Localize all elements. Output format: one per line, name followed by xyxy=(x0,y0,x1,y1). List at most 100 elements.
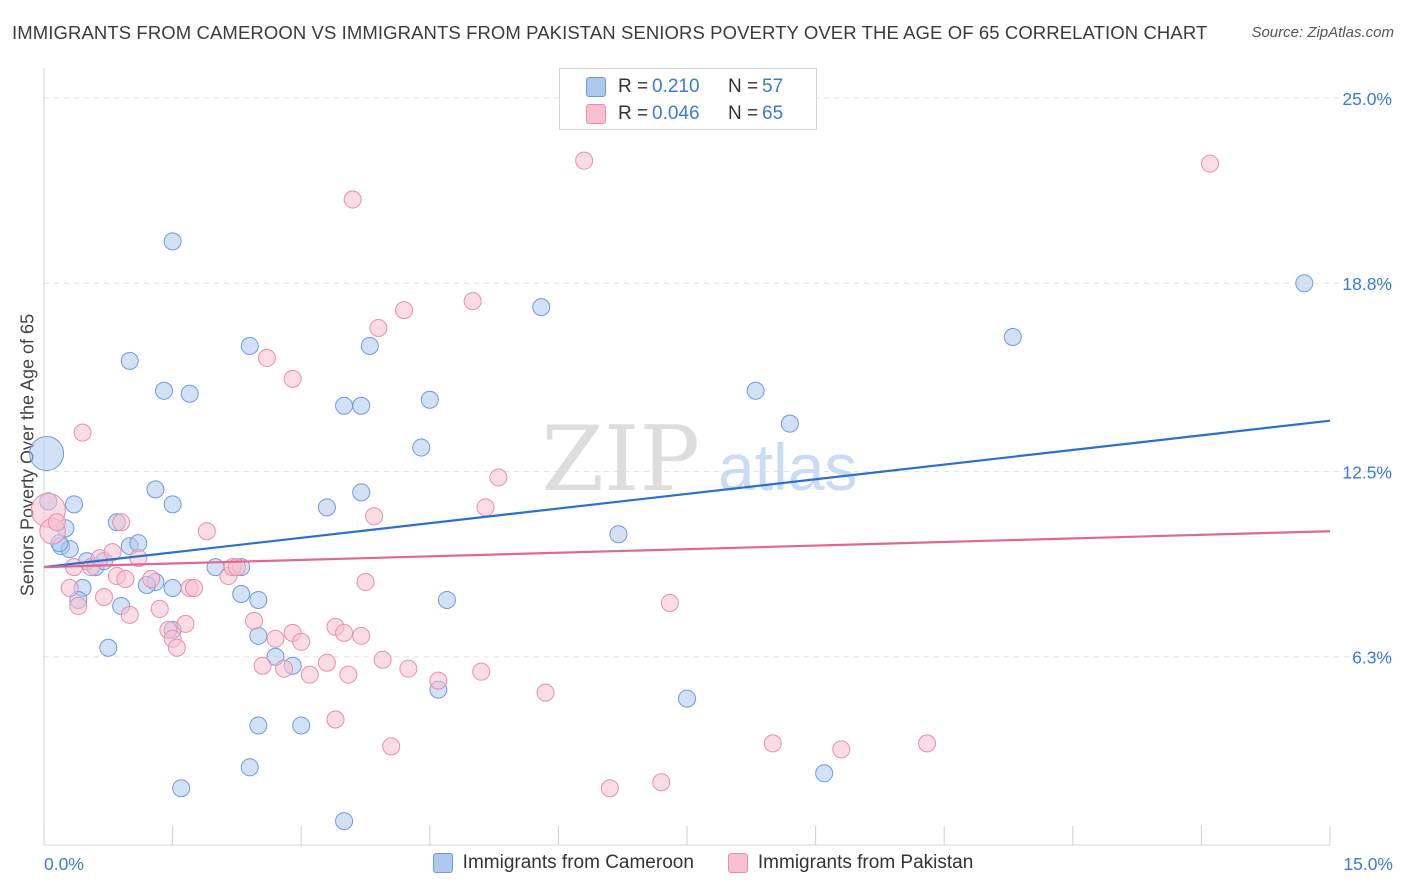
pakistan-point xyxy=(176,614,195,633)
pakistan-point xyxy=(369,319,388,338)
trend-lines xyxy=(43,419,1331,569)
cameroon-point xyxy=(29,436,65,472)
pakistan-point xyxy=(489,468,508,487)
n-value: 65 xyxy=(762,103,784,124)
cameroon-point xyxy=(335,396,354,415)
pakistan-point xyxy=(918,734,937,753)
pakistan-point xyxy=(116,570,135,589)
pakistan-point xyxy=(763,734,782,753)
pakistan-point xyxy=(476,498,495,517)
cameroon-point xyxy=(780,414,799,433)
pakistan-point xyxy=(373,650,392,669)
legend-item-cameroon[interactable]: Immigrants from Cameroon xyxy=(432,852,694,874)
cameroon-point xyxy=(420,390,439,409)
pakistan-point xyxy=(103,543,122,562)
y-tick-label: 6.3% xyxy=(1352,648,1392,668)
pakistan-point xyxy=(47,513,66,532)
cameroon-point xyxy=(120,351,139,370)
pakistan-point xyxy=(382,737,401,756)
pakistan-point xyxy=(95,587,114,606)
cameroon-point xyxy=(335,812,354,831)
pakistan-point xyxy=(167,638,186,657)
r-value: 0.046 xyxy=(652,103,700,124)
cameroon-point xyxy=(1003,327,1022,346)
n-value: 57 xyxy=(762,76,784,97)
pakistan-point xyxy=(335,623,354,642)
cameroon-point xyxy=(1295,274,1314,293)
tick-labels: 6.3% 12.5% 18.8% 25.0% 0.0% 15.0% xyxy=(44,89,1393,874)
cameroon-point xyxy=(146,480,165,499)
cameroon-point xyxy=(172,779,191,798)
cameroon-point xyxy=(163,232,182,251)
pakistan-point xyxy=(339,665,358,684)
pakistan-point xyxy=(142,570,161,589)
cameroon-point xyxy=(99,638,118,657)
pakistan-point xyxy=(356,573,375,592)
pakistan-point xyxy=(472,662,491,681)
pakistan-point xyxy=(352,626,371,645)
x-tick-label: 15.0% xyxy=(1343,854,1393,874)
cameroon-trend-line xyxy=(43,419,1331,569)
pakistan-point xyxy=(1200,154,1219,173)
pakistan-point xyxy=(399,659,418,678)
pakistan-point xyxy=(283,369,302,388)
cameroon-point xyxy=(317,498,336,517)
cameroon-point xyxy=(155,381,174,400)
pakistan-point xyxy=(343,190,362,209)
cameroon-point xyxy=(249,626,268,645)
legend-label-pakistan: Immigrants from Pakistan xyxy=(757,852,974,873)
pakistan-point xyxy=(317,653,336,672)
cameroon-point xyxy=(746,381,765,400)
pakistan-point xyxy=(73,423,92,442)
n-label: N = xyxy=(728,76,759,97)
cameroon-point xyxy=(249,716,268,735)
r-label: R = xyxy=(618,76,649,97)
pakistan-point xyxy=(257,348,276,367)
pakistan-point xyxy=(197,522,216,541)
cameroon-point xyxy=(249,590,268,609)
cameroon-point xyxy=(163,579,182,598)
pakistan-point xyxy=(536,683,555,702)
watermark-atlas: atlas xyxy=(718,430,857,504)
chart-title: IMMIGRANTS FROM CAMEROON VS IMMIGRANTS F… xyxy=(12,22,1208,43)
pakistan-swatch xyxy=(586,104,606,124)
cameroon-point xyxy=(232,584,251,603)
cameroon-point xyxy=(352,396,371,415)
pakistan-point xyxy=(395,301,414,320)
x-tick-label: 0.0% xyxy=(44,854,84,874)
legend-item-pakistan[interactable]: Immigrants from Pakistan xyxy=(727,852,974,874)
pakistan-point xyxy=(463,292,482,311)
cameroon-point xyxy=(352,483,371,502)
pakistan-point xyxy=(300,665,319,684)
y-tick-label: 25.0% xyxy=(1342,89,1392,109)
y-tick-label: 12.5% xyxy=(1342,462,1392,482)
pakistan-point xyxy=(185,579,204,598)
n-label: N = xyxy=(728,103,759,124)
pakistan-point xyxy=(429,671,448,690)
pakistan-point xyxy=(660,593,679,612)
cameroon-point xyxy=(163,495,182,514)
cameroon-point xyxy=(678,689,696,708)
cameroon-point xyxy=(240,336,259,355)
cameroon-point xyxy=(292,716,311,735)
pakistan-point xyxy=(275,659,294,678)
pakistan-point xyxy=(69,596,88,615)
cameroon-point xyxy=(609,525,628,544)
pakistan-point xyxy=(112,513,131,532)
y-tick-label: 18.8% xyxy=(1342,274,1392,294)
pakistan-point xyxy=(600,779,619,798)
pakistan-point xyxy=(245,611,264,630)
r-label: R = xyxy=(618,103,649,124)
pakistan-swatch xyxy=(727,853,748,873)
legend-label-cameroon: Immigrants from Cameroon xyxy=(462,852,694,873)
pakistan-point xyxy=(326,710,345,729)
pakistan-point xyxy=(60,579,79,598)
cameroon-point xyxy=(815,764,834,783)
cameroon-point xyxy=(240,758,259,777)
pakistan-point xyxy=(652,773,671,792)
stats-row-pakistan: R = 0.046 N = 65 xyxy=(586,100,783,128)
pakistan-point xyxy=(575,151,594,170)
cameroon-swatch xyxy=(432,853,453,873)
r-value: 0.210 xyxy=(652,76,700,97)
